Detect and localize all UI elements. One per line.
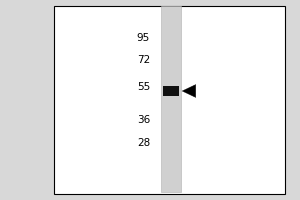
Text: 95: 95 (137, 33, 150, 43)
Text: 72: 72 (137, 55, 150, 65)
Bar (163, 86, 179, 96)
Text: 55: 55 (137, 82, 150, 92)
Bar (54, 6, 285, 194)
Text: 28: 28 (137, 138, 150, 148)
Bar (161, 6, 181, 192)
Polygon shape (182, 85, 196, 97)
Text: 36: 36 (137, 115, 150, 125)
